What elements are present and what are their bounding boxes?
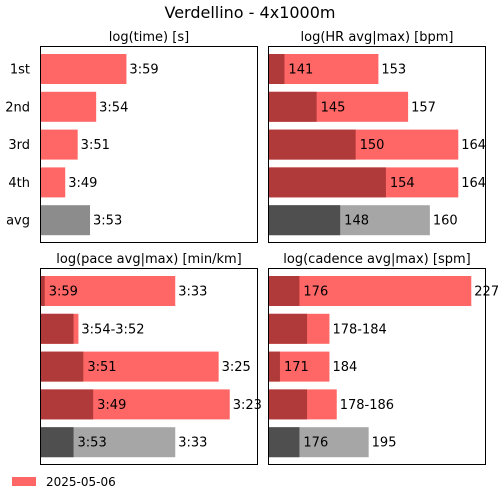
bar-avg-3rd <box>40 351 84 382</box>
panel-title: log(time) [s] <box>109 30 189 45</box>
bar-label: 3:51 <box>81 138 110 153</box>
legend-label: 2025-05-06 <box>46 475 116 489</box>
bar-max-label: 164 <box>461 176 486 191</box>
bar-max-label: 153 <box>381 63 406 78</box>
figure-title: Verdellino - 4x1000m <box>164 3 335 22</box>
row-label: 3rd <box>8 138 30 153</box>
bar-avg-label: 3:59 <box>49 285 78 300</box>
panel-title: log(pace avg|max) [min/km] <box>56 252 241 267</box>
bar-avg-label: 145 <box>321 100 346 115</box>
panel-2: log(HR avg|max) [bpm] 141 153 145 157 150 164 1… <box>268 30 486 243</box>
bar-time-avg <box>40 205 91 236</box>
bar-max-label: 3:33 <box>178 436 207 451</box>
bar-max-1st <box>268 54 379 84</box>
bar-avg-label: 176 <box>303 436 328 451</box>
bar-avg-label: 176 <box>303 285 328 300</box>
row-label: 4th <box>8 176 30 191</box>
bar-max-label: 164 <box>461 138 486 153</box>
bar-max-label: 178-186 <box>340 398 394 413</box>
bar-avg-2nd <box>268 313 308 344</box>
panel-4: log(cadence avg|max) [spm] 176 227 178-184 1… <box>268 252 499 465</box>
bar-max-label: 184 <box>332 360 357 375</box>
bar-time-3rd <box>40 129 78 160</box>
bar-max-1st <box>268 276 472 306</box>
bar-label: 3:54 <box>99 100 128 115</box>
bar-avg-avg <box>40 427 74 458</box>
bar-avg-label: 154 <box>390 176 415 191</box>
bar-avg-4th <box>268 167 386 198</box>
bar-max-label: 227 <box>474 285 499 300</box>
panel-frame <box>40 268 258 465</box>
bar-avg-avg <box>268 205 341 236</box>
bar-max-label: 3:33 <box>178 285 207 300</box>
panel-1: log(time) [s] 3:59 1st 3:54 2nd 3:51 3rd 3:49 4t… <box>5 30 258 243</box>
row-label: 2nd <box>5 100 30 115</box>
bar-avg-label: 3:49 <box>97 398 126 413</box>
bar-max-label: 3:23 <box>233 398 262 413</box>
bar-avg-4th <box>268 389 308 420</box>
bar-max-label: 195 <box>372 436 397 451</box>
bar-max-label: 3:54-3:52 <box>81 322 144 337</box>
row-label: 1st <box>10 63 30 78</box>
row-label: avg <box>6 214 30 229</box>
bar-avg-label: 171 <box>284 360 309 375</box>
bar-avg-avg <box>268 427 300 458</box>
panel-frame <box>268 268 486 465</box>
bar-time-4th <box>40 167 66 198</box>
bar-max-label: 178-184 <box>332 322 386 337</box>
bar-label: 3:59 <box>129 63 158 78</box>
bar-max-1st <box>40 276 176 306</box>
legend: 2025-05-06 <box>12 475 116 489</box>
bar-avg-1st <box>40 276 45 306</box>
bar-avg-2nd <box>40 313 74 344</box>
panel-frame <box>268 46 486 243</box>
bar-avg-2nd <box>268 91 317 122</box>
bar-avg-label: 150 <box>360 138 385 153</box>
bar-label: 3:53 <box>93 214 122 229</box>
bar-avg-4th <box>40 389 94 420</box>
panel-title: log(cadence avg|max) [spm] <box>283 252 470 267</box>
bar-avg-label: 141 <box>288 63 313 78</box>
bar-max-label: 160 <box>433 214 458 229</box>
bar-avg-1st <box>268 276 300 306</box>
bar-avg-1st <box>268 54 285 84</box>
bar-avg-label: 3:51 <box>87 360 116 375</box>
bar-avg-label: 148 <box>344 214 369 229</box>
legend-swatch <box>12 477 36 486</box>
bar-time-2nd <box>40 91 97 122</box>
bar-max-label: 157 <box>411 100 436 115</box>
bar-label: 3:49 <box>68 176 97 191</box>
panel-frame <box>40 46 258 243</box>
bar-avg-3rd <box>268 351 280 382</box>
bar-avg-3rd <box>268 129 356 160</box>
bar-max-label: 3:25 <box>222 360 251 375</box>
bar-time-1st <box>40 54 127 84</box>
bar-avg-label: 3:53 <box>78 436 107 451</box>
panel-title: log(HR avg|max) [bpm] <box>301 30 454 45</box>
panel-3: log(pace avg|max) [min/km] 3:59 3:33 3:54-3… <box>40 252 262 465</box>
